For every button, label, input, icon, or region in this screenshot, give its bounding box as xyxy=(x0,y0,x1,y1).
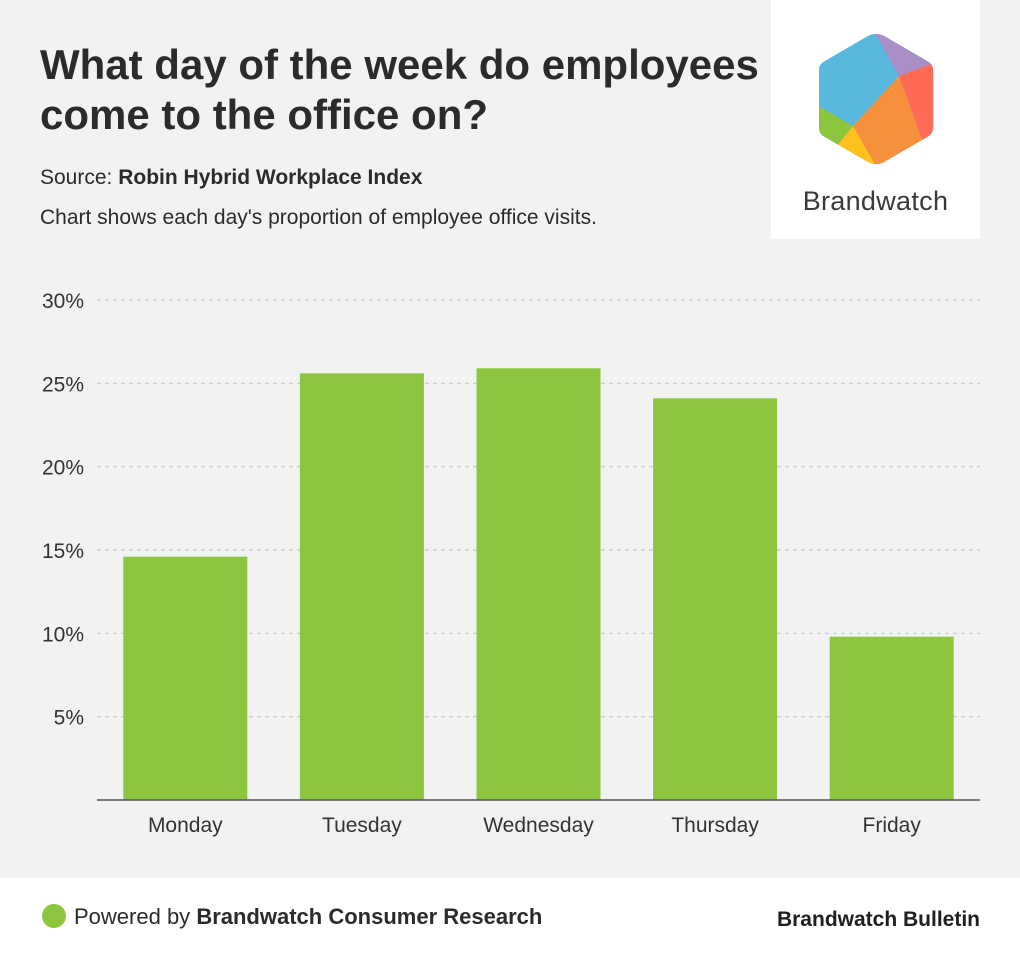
bar-chart: 5% 10% 15% 20% 25% 30% Monday Tuesday Wednesday… xyxy=(42,290,980,837)
x-tick-label: Monday xyxy=(148,814,223,837)
y-tick-label: 20% xyxy=(42,457,84,480)
brandwatch-logo-text: Brandwatch xyxy=(802,186,949,216)
y-tick-label: 30% xyxy=(42,290,84,313)
y-axis-ticks: 5% 10% 15% 20% 25% 30% xyxy=(42,290,84,730)
source-name: Robin Hybrid Workplace Index xyxy=(118,166,423,189)
bar-wednesday xyxy=(476,368,601,800)
x-axis-labels: Monday Tuesday Wednesday Thursday Friday xyxy=(148,814,921,837)
y-tick-label: 25% xyxy=(42,373,84,396)
bar-tuesday xyxy=(299,373,424,800)
green-dot-icon xyxy=(42,904,66,928)
powered-by-name: Brandwatch Consumer Research xyxy=(196,904,543,929)
powered-by: Powered by Brandwatch Consumer Research xyxy=(74,904,542,930)
y-tick-label: 5% xyxy=(54,707,84,730)
x-tick-label: Thursday xyxy=(671,814,759,837)
footer: Powered by Brandwatch Consumer Research … xyxy=(0,878,1020,960)
y-tick-label: 15% xyxy=(42,540,84,563)
x-tick-label: Wednesday xyxy=(483,814,594,837)
brandwatch-bulletin: Brandwatch Bulletin xyxy=(776,908,980,931)
bars xyxy=(123,368,954,800)
bar-friday xyxy=(829,636,954,800)
brandwatch-hexagon-icon xyxy=(819,34,933,164)
bar-thursday xyxy=(653,398,778,800)
y-tick-label: 10% xyxy=(42,623,84,646)
chart-subtitle: Chart shows each day's proportion of emp… xyxy=(40,206,597,229)
x-tick-label: Friday xyxy=(863,814,922,837)
x-tick-label: Tuesday xyxy=(322,814,402,837)
brandwatch-logo: Brandwatch xyxy=(771,0,980,239)
source-line: Source: Robin Hybrid Workplace Index xyxy=(40,166,422,190)
chart-title: What day of the week do employees come t… xyxy=(40,41,759,138)
source-label: Source: xyxy=(40,166,113,189)
powered-by-prefix: Powered by xyxy=(74,904,191,929)
bar-monday xyxy=(123,556,248,800)
